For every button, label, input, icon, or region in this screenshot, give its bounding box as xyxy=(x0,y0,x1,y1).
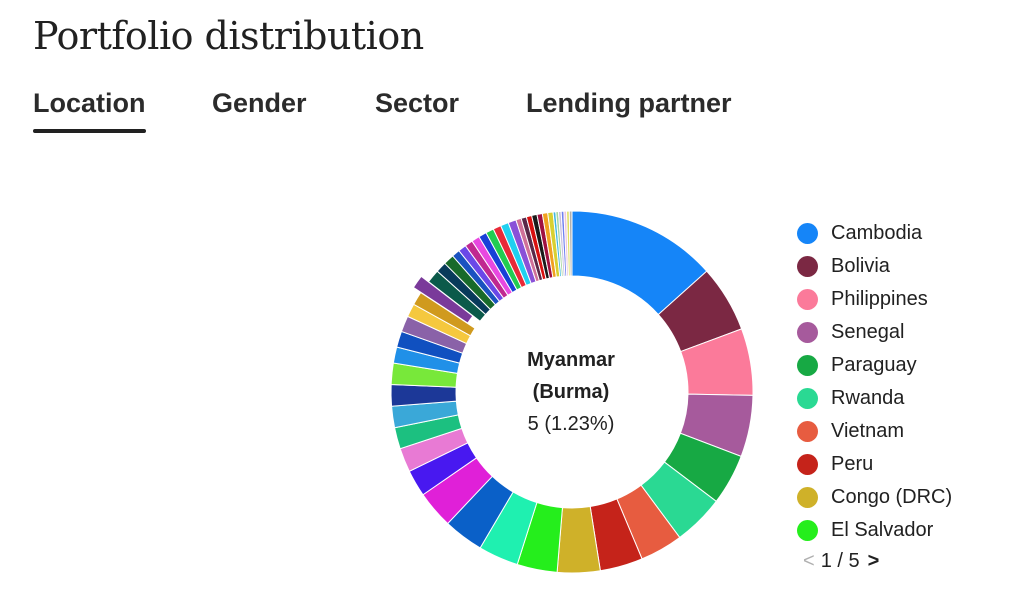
legend-item[interactable]: Bolivia xyxy=(797,250,952,283)
legend-swatch xyxy=(797,223,818,244)
page-title: Portfolio distribution xyxy=(33,14,424,58)
legend-item[interactable]: El Salvador xyxy=(797,514,952,547)
donut-slice[interactable] xyxy=(413,291,476,337)
legend-swatch xyxy=(797,322,818,343)
legend-swatch xyxy=(797,256,818,277)
tab-lending-partner[interactable]: Lending partner xyxy=(526,88,732,118)
donut-slices xyxy=(390,210,754,574)
tooltip-value: 5 (1.23%) xyxy=(527,413,615,435)
distribution-tabs: Location Gender Sector Lending partner xyxy=(33,88,793,144)
pager-next-button[interactable]: > xyxy=(867,550,880,572)
legend-swatch xyxy=(797,520,818,541)
legend-swatch xyxy=(797,454,818,475)
legend-label: Bolivia xyxy=(831,255,890,277)
legend-label: Congo (DRC) xyxy=(831,486,953,508)
legend-label: Rwanda xyxy=(831,387,905,409)
legend-label: Philippines xyxy=(831,288,928,310)
tooltip-name-line-2: (Burma) xyxy=(532,381,610,403)
legend-swatch xyxy=(797,289,818,310)
legend-label: Senegal xyxy=(831,321,905,343)
legend-item[interactable]: Senegal xyxy=(797,316,952,349)
legend-item[interactable]: Paraguay xyxy=(797,349,952,382)
legend-pager: < 1 / 5 > xyxy=(803,550,879,573)
legend-swatch xyxy=(797,421,818,442)
legend-item[interactable]: Vietnam xyxy=(797,415,952,448)
legend-label: El Salvador xyxy=(831,519,934,541)
legend-label: Cambodia xyxy=(831,222,923,244)
legend-item[interactable]: Congo (DRC) xyxy=(797,481,952,514)
legend-label: Paraguay xyxy=(831,354,917,376)
legend-item[interactable]: Rwanda xyxy=(797,382,952,415)
legend-swatch xyxy=(797,487,818,508)
pager-prev-button[interactable]: < xyxy=(803,550,815,572)
legend-item[interactable]: Cambodia xyxy=(797,217,952,250)
donut-slice[interactable] xyxy=(568,210,573,277)
tooltip-country-name: Myanmar (Burma) xyxy=(480,344,662,408)
legend-swatch xyxy=(797,388,818,409)
legend-swatch xyxy=(797,355,818,376)
tab-location[interactable]: Location xyxy=(33,88,146,133)
legend-item[interactable]: Peru xyxy=(797,448,952,481)
donut-center-tooltip: Myanmar (Burma) 5 (1.23%) xyxy=(480,344,662,440)
donut-chart xyxy=(390,210,754,574)
tab-sector[interactable]: Sector xyxy=(375,88,460,118)
chart-legend: Cambodia Bolivia Philippines Senegal Par… xyxy=(797,217,952,547)
legend-item[interactable]: Philippines xyxy=(797,283,952,316)
tab-gender[interactable]: Gender xyxy=(212,88,307,118)
tooltip-name-line-1: Myanmar xyxy=(527,349,615,371)
legend-label: Vietnam xyxy=(831,420,905,442)
pager-page-indicator: 1 / 5 xyxy=(820,550,860,572)
legend-label: Peru xyxy=(831,453,874,475)
